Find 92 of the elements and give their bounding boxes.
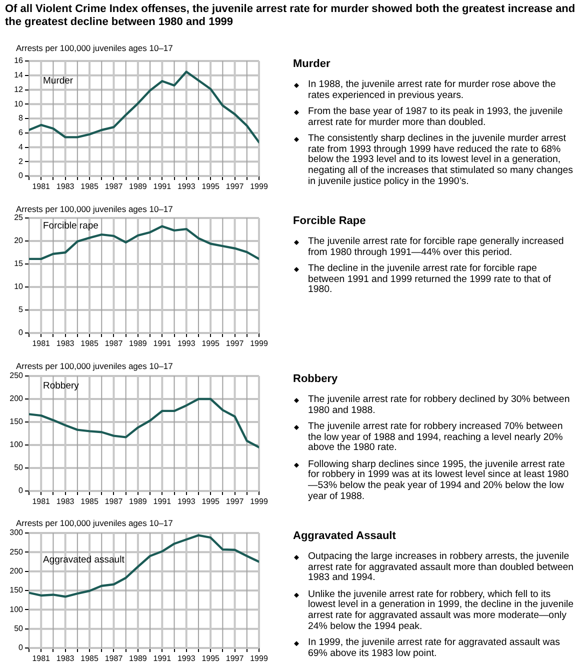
x-tick-label: 1983	[56, 339, 75, 348]
x-tick-label: 1999	[250, 497, 268, 506]
text: Aggravated Assault	[293, 530, 397, 543]
y-tick-label: 14	[14, 70, 24, 80]
y-tick-label: 200	[10, 394, 24, 404]
text: Robbery	[293, 373, 339, 386]
y-axis-title: Arrests per 100,000 juveniles ages 10–17	[16, 361, 173, 371]
y-tick-label: 2	[18, 156, 24, 166]
x-tick-label: 1981	[32, 182, 51, 192]
x-tick-label: 1999	[250, 182, 268, 192]
y-tick-label: 5	[18, 305, 24, 314]
x-tick-label: 1983	[56, 654, 75, 664]
text: Murder	[293, 58, 332, 71]
x-tick-label: 1985	[80, 497, 99, 506]
x-tick-label: 1987	[104, 497, 124, 506]
y-tick-label: 100	[10, 440, 24, 450]
x-tick-label: 1997	[226, 654, 244, 664]
text: In 1988, the juvenile arrest rate for murder rose above the rates experienced in previous years.	[308, 79, 556, 101]
x-tick-label: 1993	[177, 497, 196, 506]
y-tick-label: 10	[14, 99, 24, 108]
x-tick-label: 1999	[250, 654, 268, 664]
x-tick-label: 1981	[32, 654, 51, 664]
y-tick-label: 20	[14, 236, 24, 246]
y-tick-label: 150	[10, 417, 24, 426]
y-tick-label: 150	[10, 586, 24, 595]
x-tick-label: 1981	[32, 339, 51, 348]
x-tick-label: 1987	[104, 339, 124, 348]
x-tick-label: 1995	[202, 654, 220, 664]
x-tick-label: 1983	[56, 182, 75, 192]
y-tick-label: 250	[10, 547, 24, 556]
series-label: Aggravated assault	[43, 554, 125, 566]
text: The juvenile arrest rate for forcible rape generally increased from 1980 through 1991—44% over this period.	[308, 236, 564, 258]
y-tick-label: 0	[18, 171, 24, 180]
x-tick-label: 1987	[104, 182, 124, 192]
x-tick-label: 1987	[104, 654, 124, 664]
y-tick-label: 8	[18, 114, 24, 123]
text: Of all Violent Crime Index offenses, the juvenile arrest rate for murder showed both the greatest increase and the greatest decline between 1980 and 1999	[5, 3, 576, 28]
y-tick-label: 0	[18, 643, 24, 652]
text: The consistently sharp declines in the juvenile murder arrest rate from 1993 through 1999 have reduced the rate to 68% below the 1993 level and to its lowest level in a generation, negating all of the increases that stimulated so many changes in juvenile justice policy in the 1990’s.	[308, 133, 573, 187]
x-tick-label: 1997	[226, 182, 244, 192]
x-tick-label: 1989	[129, 654, 148, 664]
text: The juvenile arrest rate for robbery declined by 30% between 1980 and 1988.	[308, 394, 570, 416]
text: Forcible Rape	[293, 215, 367, 228]
x-tick-label: 1983	[56, 497, 75, 506]
x-tick-label: 1991	[153, 654, 172, 664]
text: Robbery	[43, 380, 80, 392]
y-tick-label: 10	[14, 282, 24, 292]
y-tick-label: 0	[18, 486, 24, 496]
x-tick-label: 1995	[202, 497, 220, 506]
y-tick-label: 4	[18, 142, 24, 152]
y-axis-title: Arrests per 100,000 juveniles ages 10–17	[16, 43, 173, 53]
x-tick-label: 1995	[202, 182, 220, 192]
x-tick-label: 1991	[153, 182, 172, 192]
x-tick-label: 1989	[129, 497, 148, 506]
x-tick-label: 1999	[250, 339, 268, 348]
x-tick-label: 1993	[177, 339, 196, 348]
text: Unlike the juvenile arrest rate for robbery, which fell to its lowest level in a generation in 1999, the decline in the juvenile arrest rate for aggravated assault was more moderate—only 24% below the 1994 peak.	[308, 588, 574, 632]
x-tick-label: 1985	[80, 182, 99, 192]
text: In 1999, the juvenile arrest rate for aggravated assault was 69% above its 1983 low point.	[308, 637, 560, 659]
y-tick-label: 250	[10, 371, 24, 380]
x-tick-label: 1981	[32, 497, 51, 506]
text: The juvenile arrest rate for robbery increased 70% between the low year of 1988 and 1994, reaching a level nearly 20% above the 1980 rate.	[308, 421, 563, 454]
y-tick-label: 50	[14, 624, 24, 634]
y-axis-title: Arrests per 100,000 juveniles ages 10–17	[16, 518, 173, 528]
x-tick-label: 1993	[177, 654, 196, 664]
y-axis-title: Arrests per 100,000 juveniles ages 10–17	[16, 204, 173, 214]
x-tick-label: 1997	[226, 497, 244, 506]
y-tick-label: 300	[10, 528, 24, 538]
y-tick-label: 15	[14, 259, 24, 268]
y-tick-label: 6	[18, 128, 24, 138]
y-tick-label: 12	[14, 84, 24, 94]
x-tick-label: 1993	[177, 182, 196, 192]
y-tick-label: 0	[18, 328, 24, 338]
x-tick-label: 1991	[153, 339, 172, 348]
text: From the base year of 1987 to its peak in 1993, the juvenile arrest rate for murder more than doubled.	[308, 106, 563, 128]
x-tick-label: 1997	[226, 339, 244, 348]
series-label: Forcible rape	[43, 220, 98, 232]
y-tick-label: 100	[10, 604, 24, 614]
x-tick-label: 1989	[129, 182, 148, 192]
x-tick-label: 1995	[202, 339, 220, 348]
x-tick-label: 1989	[129, 339, 148, 348]
x-tick-label: 1985	[80, 339, 99, 348]
text: The decline in the juvenile arrest rate for forcible rape between 1991 and 1999 returned the 1999 rate to that of 1980.	[308, 263, 551, 296]
y-tick-label: 16	[14, 56, 24, 66]
y-tick-label: 200	[10, 566, 24, 576]
y-tick-label: 50	[14, 463, 24, 472]
x-tick-label: 1985	[80, 654, 99, 664]
y-tick-label: 25	[14, 213, 24, 222]
x-tick-label: 1991	[153, 497, 172, 506]
text: Following sharp declines since 1995, the juvenile arrest rate for robbery in 1999 was at its lowest level since at least 1980—53% below the peak year of 1994 and 20% below the low year of 1988.	[308, 458, 569, 502]
text: Murder	[43, 76, 74, 87]
text: Outpacing the large increases in robbery arrests, the juvenile arrest rate for aggravated assault more than doubled between 1983 and 1994.	[308, 551, 574, 584]
